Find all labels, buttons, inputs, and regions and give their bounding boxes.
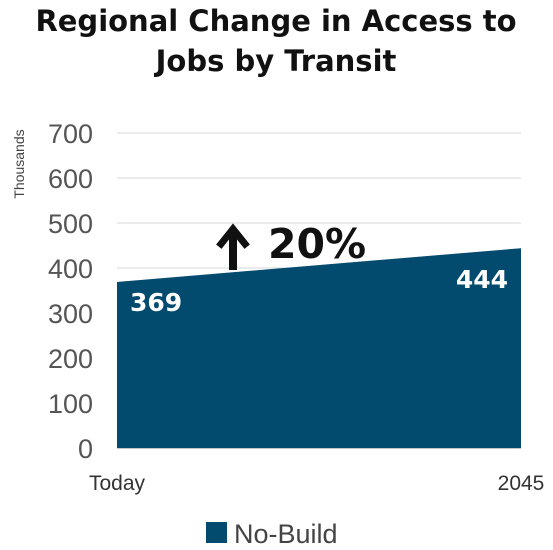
y-tick-label-500: 500	[48, 209, 93, 239]
y-axis-label: Thousands	[11, 129, 27, 198]
area-series-no-build	[117, 248, 521, 448]
legend-swatch-no-build	[206, 522, 227, 543]
y-tick-label-0: 0	[78, 434, 93, 464]
legend-label-no-build: No-Build	[234, 519, 338, 549]
x-tick-label-2045: 2045	[498, 472, 545, 495]
chart-title: Regional Change in Access to Jobs by Tra…	[35, 4, 516, 78]
percent-change-label: 20%	[268, 220, 366, 268]
chart-title-line-1: Regional Change in Access to	[35, 4, 516, 38]
plot-area	[117, 248, 521, 448]
y-tick-label-600: 600	[48, 164, 93, 194]
chart-legend: No-Build	[206, 519, 338, 549]
up-arrow-icon	[216, 223, 250, 249]
change-annotation: 20%	[216, 220, 366, 270]
data-labels: 369 444	[130, 265, 508, 317]
y-tick-label-400: 400	[48, 254, 93, 284]
data-label-444: 444	[456, 265, 508, 294]
x-axis-ticks: Today 2045	[89, 472, 544, 495]
y-tick-label-200: 200	[48, 344, 93, 374]
data-label-369: 369	[130, 288, 182, 317]
x-tick-label-today: Today	[89, 472, 146, 495]
y-tick-label-300: 300	[48, 299, 93, 329]
y-tick-label-700: 700	[48, 119, 93, 149]
y-axis-ticks: 0 100 200 300 400 500 600 700	[48, 119, 93, 464]
chart-title-line-2: Jobs by Transit	[154, 44, 397, 78]
y-tick-label-100: 100	[48, 389, 93, 419]
